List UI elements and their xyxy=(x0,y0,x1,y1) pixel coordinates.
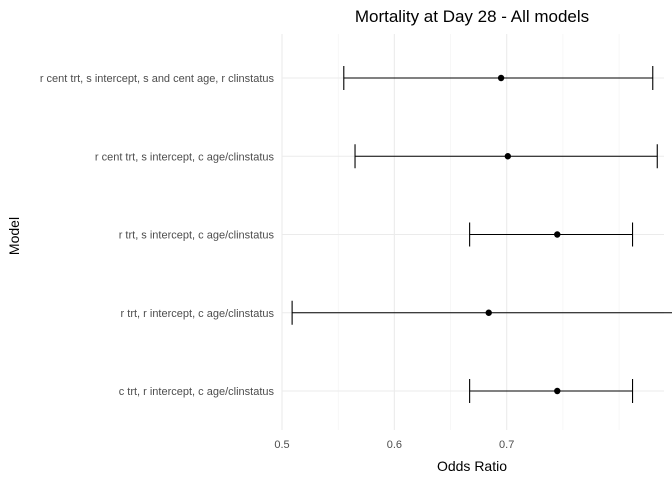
error-bar-group xyxy=(343,66,654,90)
x-tick-label: 0.6 xyxy=(387,439,402,451)
estimate-point xyxy=(554,387,561,395)
estimate-point xyxy=(554,231,561,238)
y-axis-title: Model xyxy=(6,217,22,255)
x-axis-tick-labels: 0.5 0.6 0.7 xyxy=(274,439,514,451)
y-tick-label: r trt, r intercept, c age/clinstatus xyxy=(121,308,275,320)
chart-title: Mortality at Day 28 - All models xyxy=(355,7,589,26)
error-bar-group xyxy=(354,144,658,169)
y-tick-label: c trt, r intercept, c age/clinstatus xyxy=(119,386,275,398)
estimate-point xyxy=(485,309,492,316)
x-axis-title: Odds Ratio xyxy=(437,458,507,474)
y-tick-label: r cent trt, s intercept, s and cent age,… xyxy=(40,73,275,85)
error-bars xyxy=(291,66,672,403)
grid-lines xyxy=(281,34,664,430)
y-axis-tick-labels: r cent trt, s intercept, s and cent age,… xyxy=(40,73,275,398)
error-bar-group xyxy=(291,300,672,325)
y-tick-label: r cent trt, s intercept, c age/clinstatu… xyxy=(95,151,275,163)
x-tick-label: 0.5 xyxy=(274,439,289,451)
estimate-point xyxy=(497,74,505,82)
error-bar-group xyxy=(469,222,634,247)
error-bar-group xyxy=(469,379,634,403)
y-tick-label: r trt, s intercept, c age/clinstatus xyxy=(119,230,275,242)
x-tick-label: 0.7 xyxy=(499,439,514,451)
estimate-point xyxy=(504,153,512,160)
